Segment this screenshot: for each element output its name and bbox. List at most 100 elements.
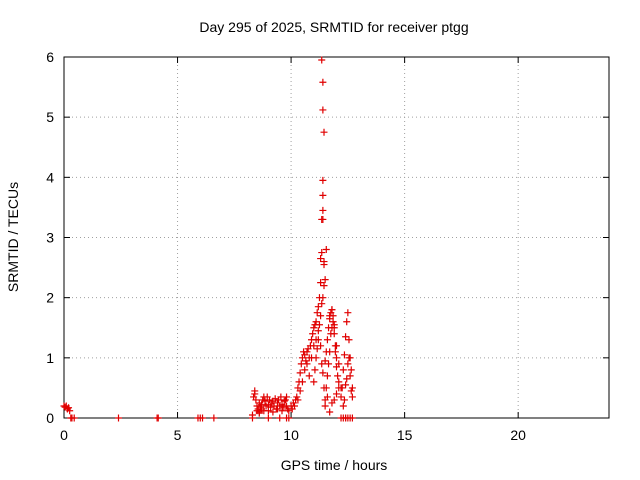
x-tick-label: 10 <box>283 427 299 443</box>
data-point <box>210 414 218 422</box>
data-point <box>260 393 268 401</box>
y-axis-label: SRMTID / TECUs <box>5 182 21 292</box>
data-point <box>348 384 356 392</box>
x-tick-label: 20 <box>510 427 526 443</box>
data-point <box>298 378 306 386</box>
data-point <box>330 321 338 329</box>
x-tick-label: 0 <box>60 427 68 443</box>
data-point <box>199 414 207 422</box>
y-tick-label: 2 <box>46 290 54 306</box>
data-point <box>319 78 327 86</box>
data-point <box>278 407 286 415</box>
x-axis-label: GPS time / hours <box>281 457 388 473</box>
y-tick-label: 5 <box>46 109 54 125</box>
data-point <box>333 390 340 398</box>
data-point <box>251 390 259 398</box>
data-point <box>318 360 326 368</box>
chart-title: Day 295 of 2025, SRMTID for receiver ptg… <box>199 19 468 35</box>
data-point <box>342 414 350 422</box>
data-point <box>317 279 325 287</box>
points-layer <box>60 56 356 422</box>
data-point <box>65 404 73 412</box>
data-point <box>303 348 311 356</box>
data-point <box>319 176 327 184</box>
data-point <box>267 403 275 411</box>
data-point <box>321 402 329 410</box>
data-point <box>320 261 328 269</box>
data-point <box>294 396 302 404</box>
data-point <box>318 300 326 308</box>
data-point <box>323 372 331 380</box>
data-point <box>66 407 74 415</box>
data-point <box>322 384 330 392</box>
y-tick-label: 1 <box>46 350 54 366</box>
data-point <box>345 354 353 362</box>
data-point <box>310 324 318 332</box>
data-point <box>333 342 340 350</box>
data-point <box>261 397 269 405</box>
data-point <box>343 318 351 326</box>
data-point <box>337 393 345 401</box>
data-point <box>317 255 325 263</box>
x-tick-label: 15 <box>397 427 413 443</box>
data-point <box>273 405 281 413</box>
data-point <box>344 309 352 317</box>
data-point <box>314 303 322 311</box>
data-point <box>348 414 356 422</box>
data-point <box>313 345 321 353</box>
data-point <box>301 366 309 374</box>
data-point <box>252 396 260 404</box>
data-point <box>258 405 266 413</box>
data-point <box>321 357 329 365</box>
data-point <box>318 249 326 257</box>
y-tick-label: 3 <box>46 230 54 246</box>
data-point <box>285 414 293 422</box>
data-point <box>344 360 352 368</box>
data-point <box>320 128 328 136</box>
y-tick-label: 6 <box>46 49 54 65</box>
data-point <box>314 336 322 344</box>
data-point <box>325 360 333 368</box>
data-point <box>335 378 343 386</box>
data-point <box>296 369 304 377</box>
data-point <box>305 372 313 380</box>
data-point <box>317 342 325 350</box>
data-point <box>347 387 355 395</box>
data-point <box>326 408 334 416</box>
data-point <box>269 408 277 416</box>
data-point <box>320 282 328 290</box>
data-point <box>303 360 311 368</box>
x-tick-label: 5 <box>174 427 182 443</box>
data-point <box>343 375 351 383</box>
data-point <box>328 306 336 314</box>
data-point <box>309 330 317 338</box>
data-point <box>319 369 327 377</box>
data-point <box>342 381 350 389</box>
data-point <box>317 312 325 320</box>
data-point <box>339 402 347 410</box>
data-point <box>338 384 346 392</box>
data-point <box>312 318 320 326</box>
data-point <box>327 330 335 338</box>
data-point <box>348 393 356 401</box>
data-point <box>280 397 288 405</box>
data-point <box>346 372 354 380</box>
data-point <box>319 106 327 114</box>
data-point <box>342 333 350 341</box>
data-point <box>318 56 326 64</box>
y-tick-label: 4 <box>46 169 54 185</box>
data-point <box>340 351 348 359</box>
data-point <box>329 318 337 326</box>
data-point <box>302 357 310 365</box>
data-point <box>279 403 287 411</box>
data-point <box>319 215 327 223</box>
data-point <box>313 309 321 317</box>
data-point <box>281 396 289 404</box>
data-point <box>322 246 330 254</box>
data-point <box>290 402 298 410</box>
data-point <box>310 378 318 386</box>
data-point <box>264 407 272 415</box>
data-point <box>115 414 122 422</box>
data-point <box>283 393 291 401</box>
